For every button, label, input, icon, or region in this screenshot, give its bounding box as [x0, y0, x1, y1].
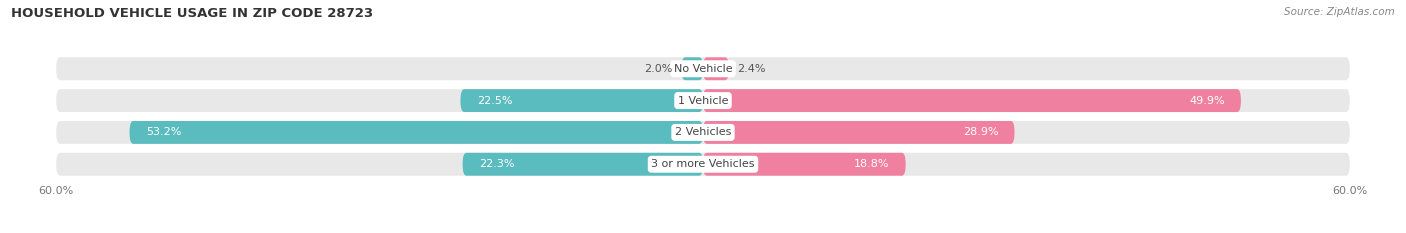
FancyBboxPatch shape — [56, 153, 1350, 176]
FancyBboxPatch shape — [682, 57, 703, 80]
FancyBboxPatch shape — [703, 153, 905, 176]
Text: Source: ZipAtlas.com: Source: ZipAtlas.com — [1284, 7, 1395, 17]
Text: 53.2%: 53.2% — [146, 127, 181, 137]
FancyBboxPatch shape — [461, 89, 703, 112]
Text: 2.0%: 2.0% — [644, 64, 673, 74]
Text: HOUSEHOLD VEHICLE USAGE IN ZIP CODE 28723: HOUSEHOLD VEHICLE USAGE IN ZIP CODE 2872… — [11, 7, 374, 20]
Text: 49.9%: 49.9% — [1189, 96, 1225, 106]
Text: 18.8%: 18.8% — [853, 159, 890, 169]
Text: 22.5%: 22.5% — [477, 96, 512, 106]
FancyBboxPatch shape — [463, 153, 703, 176]
Text: No Vehicle: No Vehicle — [673, 64, 733, 74]
Text: 1 Vehicle: 1 Vehicle — [678, 96, 728, 106]
Text: 2 Vehicles: 2 Vehicles — [675, 127, 731, 137]
FancyBboxPatch shape — [129, 121, 703, 144]
Text: 22.3%: 22.3% — [479, 159, 515, 169]
FancyBboxPatch shape — [703, 89, 1241, 112]
Text: 3 or more Vehicles: 3 or more Vehicles — [651, 159, 755, 169]
FancyBboxPatch shape — [703, 57, 728, 80]
Text: 2.4%: 2.4% — [738, 64, 766, 74]
FancyBboxPatch shape — [703, 121, 1015, 144]
FancyBboxPatch shape — [56, 89, 1350, 112]
FancyBboxPatch shape — [56, 57, 1350, 80]
FancyBboxPatch shape — [56, 121, 1350, 144]
Text: 28.9%: 28.9% — [963, 127, 998, 137]
